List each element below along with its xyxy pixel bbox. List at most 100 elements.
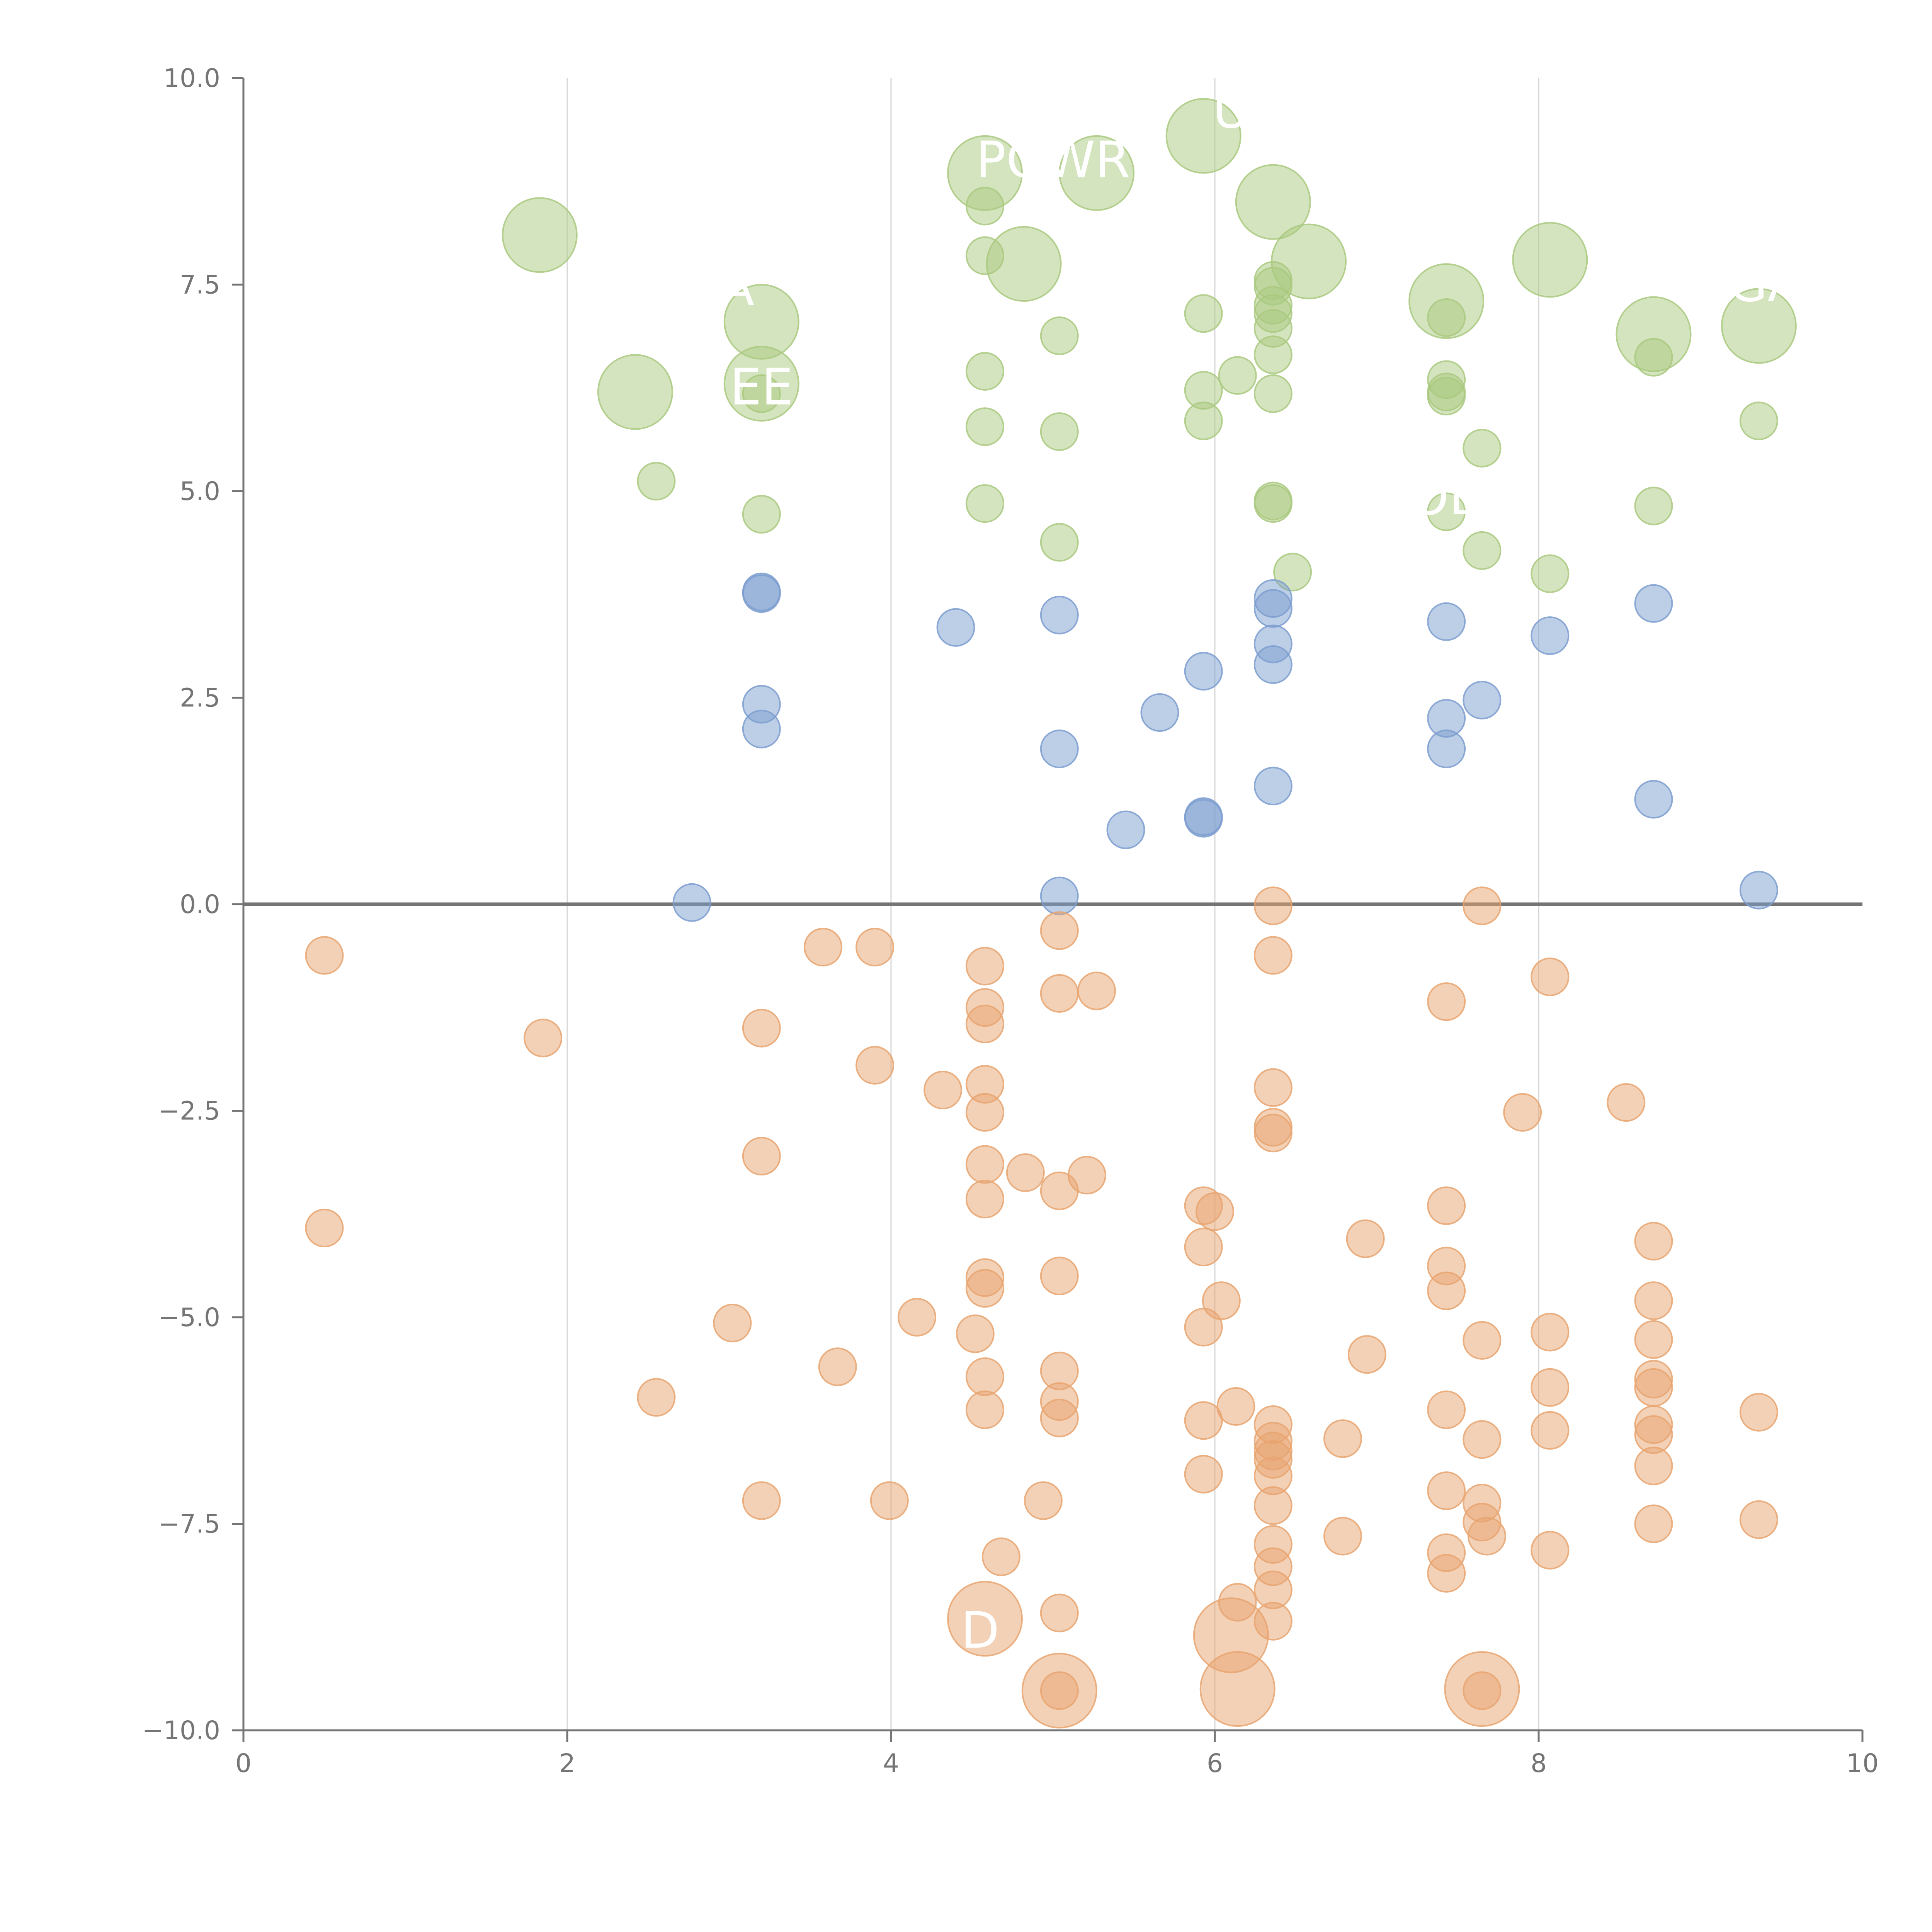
point-series-1-7 (1040, 730, 1079, 769)
y-tick-label-0: 10.0 (163, 63, 220, 93)
point-series-2-38 (1040, 1594, 1079, 1633)
point-series-0-14 (966, 484, 1005, 523)
point-series-2-37 (1040, 1398, 1079, 1437)
point-series-2-55 (1253, 936, 1293, 975)
point-series-2-89 (1503, 1093, 1542, 1132)
point-series-0-15 (1040, 316, 1079, 355)
point-series-0-43 (1512, 222, 1588, 298)
point-series-2-83 (1463, 1420, 1502, 1459)
point-series-2-80 (1427, 1554, 1466, 1593)
point-series-2-9 (818, 1347, 857, 1386)
point-series-2-105 (1739, 1393, 1778, 1432)
point-series-2-48 (1196, 1192, 1234, 1231)
y-tick-label-2: 5.0 (180, 476, 220, 506)
point-series-2-100 (1634, 1368, 1673, 1407)
point-series-2-40 (1040, 1671, 1079, 1710)
point-series-2-1 (305, 1209, 344, 1248)
point-series-2-0 (305, 936, 344, 975)
y-tick-label-4: 0.0 (180, 889, 220, 919)
point-series-2-68 (1253, 1602, 1293, 1641)
point-series-2-22 (966, 1180, 1005, 1219)
point-series-2-77 (1427, 1390, 1466, 1429)
point-series-2-73 (1427, 982, 1466, 1021)
point-series-2-46 (1184, 1401, 1223, 1440)
point-series-1-4 (742, 709, 781, 748)
y-tick-label-5: −2.5 (158, 1096, 220, 1126)
point-series-2-74 (1427, 1186, 1466, 1225)
point-series-2-10 (855, 928, 895, 967)
point-series-0-31 (1253, 374, 1293, 413)
point-series-0-36 (1427, 298, 1466, 337)
point-series-0-19 (1184, 294, 1223, 333)
point-series-0-33 (1253, 484, 1293, 523)
point-series-2-92 (1531, 1368, 1570, 1407)
point-series-2-96 (1634, 1222, 1673, 1261)
bubble-labels: POWR U A EE OB GA D (720, 81, 1802, 1660)
point-series-2-88 (1467, 1517, 1506, 1556)
point-series-2-98 (1634, 1320, 1673, 1359)
point-series-2-4 (713, 1303, 752, 1342)
points (305, 98, 1797, 1729)
point-series-0-21 (1184, 401, 1223, 440)
point-series-2-7 (742, 1481, 781, 1520)
point-series-2-29 (1006, 1153, 1045, 1192)
axes: 0 2 4 6 8 10 10.0 7.5 5.0 2.5 0.0 −2.5 −5.0 −7.5 −10.0 (142, 63, 1879, 1778)
point-series-0-13 (966, 407, 1005, 446)
point-series-0-40 (1427, 492, 1466, 531)
y-tick-label-1: 7.5 (180, 270, 220, 300)
point-series-2-54 (1253, 886, 1293, 925)
point-series-2-71 (1346, 1219, 1385, 1258)
point-series-1-24 (1634, 584, 1673, 623)
y-tick-label-7: −7.5 (158, 1509, 220, 1539)
point-series-2-94 (1531, 1531, 1570, 1570)
point-series-2-56 (1253, 1068, 1293, 1107)
point-series-2-72 (1347, 1335, 1386, 1374)
point-series-2-25 (966, 1357, 1005, 1396)
point-series-2-97 (1634, 1281, 1673, 1320)
point-series-0-10 (966, 187, 1005, 226)
point-series-2-47 (1184, 1455, 1223, 1494)
point-series-0-0 (502, 197, 578, 273)
point-series-2-24 (966, 1269, 1005, 1308)
point-series-0-47 (1634, 486, 1673, 526)
x-tick-label-5: 10 (1846, 1748, 1879, 1778)
point-series-0-42 (1463, 531, 1502, 570)
point-series-1-11 (1184, 652, 1223, 691)
point-series-0-16 (1040, 412, 1079, 451)
x-tick-label-0: 0 (235, 1748, 252, 1778)
point-series-0-12 (966, 352, 1005, 391)
point-series-1-25 (1634, 780, 1673, 819)
point-series-1-23 (1531, 616, 1570, 655)
point-series-1-13 (1184, 799, 1223, 838)
bubble-label-3: EE (730, 358, 793, 417)
y-tick-label-6: −5.0 (158, 1303, 220, 1332)
point-series-1-15 (1253, 589, 1293, 628)
point-series-1-6 (1040, 595, 1079, 634)
point-series-2-69 (1323, 1419, 1362, 1458)
point-series-2-14 (923, 1071, 963, 1110)
bubble-label-1: U (1213, 81, 1249, 139)
y-tick-label-3: 2.5 (180, 683, 220, 713)
point-series-2-90 (1531, 957, 1570, 997)
point-series-0-1 (597, 354, 673, 430)
x-tick-label-4: 8 (1531, 1748, 1547, 1778)
point-series-1-26 (1739, 871, 1778, 910)
point-series-2-44 (1184, 1228, 1223, 1267)
point-series-2-30 (1024, 1481, 1063, 1520)
point-series-2-42 (1077, 971, 1116, 1010)
point-series-2-41 (1067, 1156, 1106, 1195)
point-series-2-12 (870, 1481, 909, 1520)
point-series-1-17 (1253, 645, 1293, 684)
point-series-2-28 (981, 1537, 1020, 1577)
point-series-1-21 (1427, 730, 1466, 769)
point-series-2-78 (1427, 1471, 1466, 1510)
point-series-0-23 (1235, 164, 1311, 240)
x-tick-label-1: 2 (559, 1748, 575, 1778)
point-series-0-6 (742, 495, 781, 534)
point-series-0-48 (1721, 288, 1797, 364)
x-tick-label-3: 6 (1207, 1748, 1223, 1778)
point-series-2-53 (1199, 1651, 1276, 1727)
point-series-2-76 (1427, 1271, 1466, 1310)
point-series-2-95 (1607, 1083, 1646, 1122)
point-series-2-18 (966, 1005, 1005, 1044)
